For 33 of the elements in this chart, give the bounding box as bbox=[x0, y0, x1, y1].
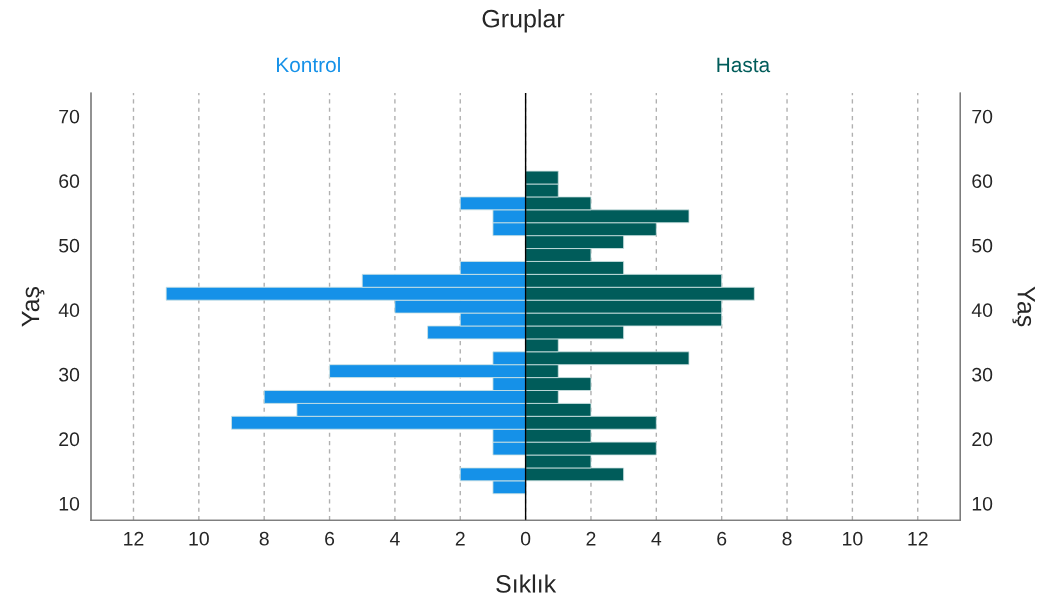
x-tick-label: 2 bbox=[455, 531, 465, 546]
chart-title: Gruplar bbox=[482, 9, 565, 33]
x-tick-label: 0 bbox=[520, 531, 531, 546]
x-tick-label: 12 bbox=[908, 531, 928, 546]
y2-axis-title: Yaş bbox=[1012, 286, 1035, 327]
y2-tick-label: 40 bbox=[971, 303, 993, 318]
y-tick-label: 30 bbox=[59, 367, 80, 382]
x-tick-label: 8 bbox=[259, 531, 269, 546]
y2-tick-label: 50 bbox=[972, 238, 993, 253]
text: Kontrol bbox=[277, 56, 340, 73]
y-tick-label: 70 bbox=[59, 109, 80, 124]
y-tick-label: 10 bbox=[59, 496, 80, 511]
y-tick-label: 20 bbox=[59, 432, 80, 447]
y-axis-title: Yaş bbox=[21, 286, 45, 327]
y2-tick-label: 70 bbox=[972, 109, 993, 124]
x-tick-label: 4 bbox=[389, 532, 400, 546]
y-tick-label: 60 bbox=[59, 174, 80, 189]
x-tick-label: 4 bbox=[651, 532, 662, 546]
x-tick-label: 6 bbox=[325, 531, 335, 546]
y2-tick-label: 10 bbox=[972, 496, 993, 511]
y2-tick-label: 30 bbox=[972, 367, 993, 382]
text: Hasta bbox=[717, 57, 771, 73]
y-tick-label: 50 bbox=[59, 238, 80, 253]
y-tick-label: 40 bbox=[58, 303, 80, 318]
y2-tick-label: 20 bbox=[972, 432, 993, 447]
x-tick-label: 10 bbox=[189, 531, 209, 546]
x-tick-label: 2 bbox=[586, 531, 596, 546]
x-tick-label: 8 bbox=[782, 531, 792, 546]
x-tick-label: 10 bbox=[843, 531, 863, 546]
x-tick-label: 12 bbox=[124, 531, 144, 546]
y2-tick-label: 60 bbox=[972, 174, 993, 189]
x-axis-title: Sıklık bbox=[496, 574, 557, 593]
x-tick-label: 6 bbox=[717, 531, 727, 546]
